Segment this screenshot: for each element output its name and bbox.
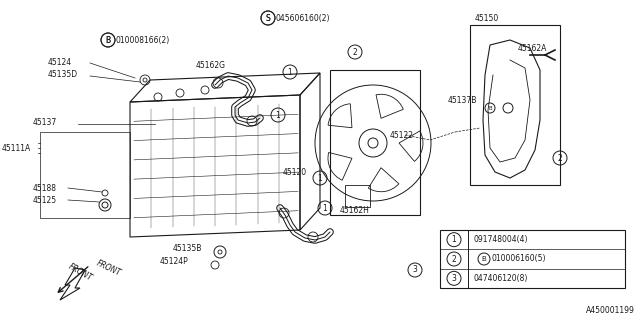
Text: B: B (482, 256, 486, 262)
Text: 45137: 45137 (33, 117, 57, 126)
Text: 45137B: 45137B (448, 95, 477, 105)
Text: 45162H: 45162H (340, 205, 370, 214)
Text: 45162A: 45162A (518, 44, 547, 52)
Text: 45125: 45125 (33, 196, 57, 204)
Text: B: B (488, 106, 492, 110)
Text: FRONT: FRONT (95, 259, 122, 277)
Text: 2: 2 (353, 47, 357, 57)
Text: 45135D: 45135D (48, 69, 78, 78)
Text: 45135B: 45135B (173, 244, 202, 252)
Text: B: B (106, 36, 111, 44)
Text: 45120: 45120 (283, 167, 307, 177)
Text: 45124: 45124 (48, 58, 72, 67)
Text: 45111A: 45111A (2, 143, 31, 153)
Bar (440, 230, 625, 288)
Text: 091748004(4): 091748004(4) (474, 235, 529, 244)
Text: 2: 2 (452, 254, 456, 263)
Text: 010006160(5): 010006160(5) (492, 254, 547, 263)
Text: 45124P: 45124P (160, 258, 189, 267)
Text: 1: 1 (452, 235, 456, 244)
Text: 45150: 45150 (475, 13, 499, 22)
Text: 010008166(2): 010008166(2) (116, 36, 170, 44)
Bar (345, 185, 370, 207)
Text: 3: 3 (452, 274, 456, 283)
Text: 3: 3 (413, 266, 417, 275)
Text: 2: 2 (557, 154, 563, 163)
Text: S: S (266, 13, 270, 22)
Text: S: S (266, 13, 270, 22)
Text: 1: 1 (317, 173, 323, 182)
Text: 1: 1 (287, 68, 292, 76)
Text: 45188: 45188 (33, 183, 57, 193)
Text: 45122: 45122 (390, 131, 414, 140)
Text: 047406120(8): 047406120(8) (474, 274, 529, 283)
Text: 1: 1 (276, 110, 280, 119)
Text: A450001199: A450001199 (586, 306, 635, 315)
Text: 45162G: 45162G (196, 60, 226, 69)
Text: B: B (106, 36, 111, 44)
Text: 1: 1 (323, 204, 328, 212)
Text: FRONT: FRONT (67, 262, 93, 282)
Text: 045606160(2): 045606160(2) (276, 13, 330, 22)
